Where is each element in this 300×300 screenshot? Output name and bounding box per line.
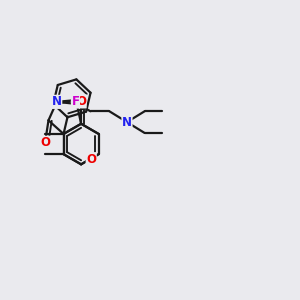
Text: F: F	[71, 95, 80, 108]
Text: O: O	[86, 153, 96, 166]
Text: O: O	[76, 95, 86, 108]
Text: O: O	[41, 136, 51, 149]
Text: N: N	[52, 95, 62, 108]
Text: N: N	[122, 116, 132, 129]
